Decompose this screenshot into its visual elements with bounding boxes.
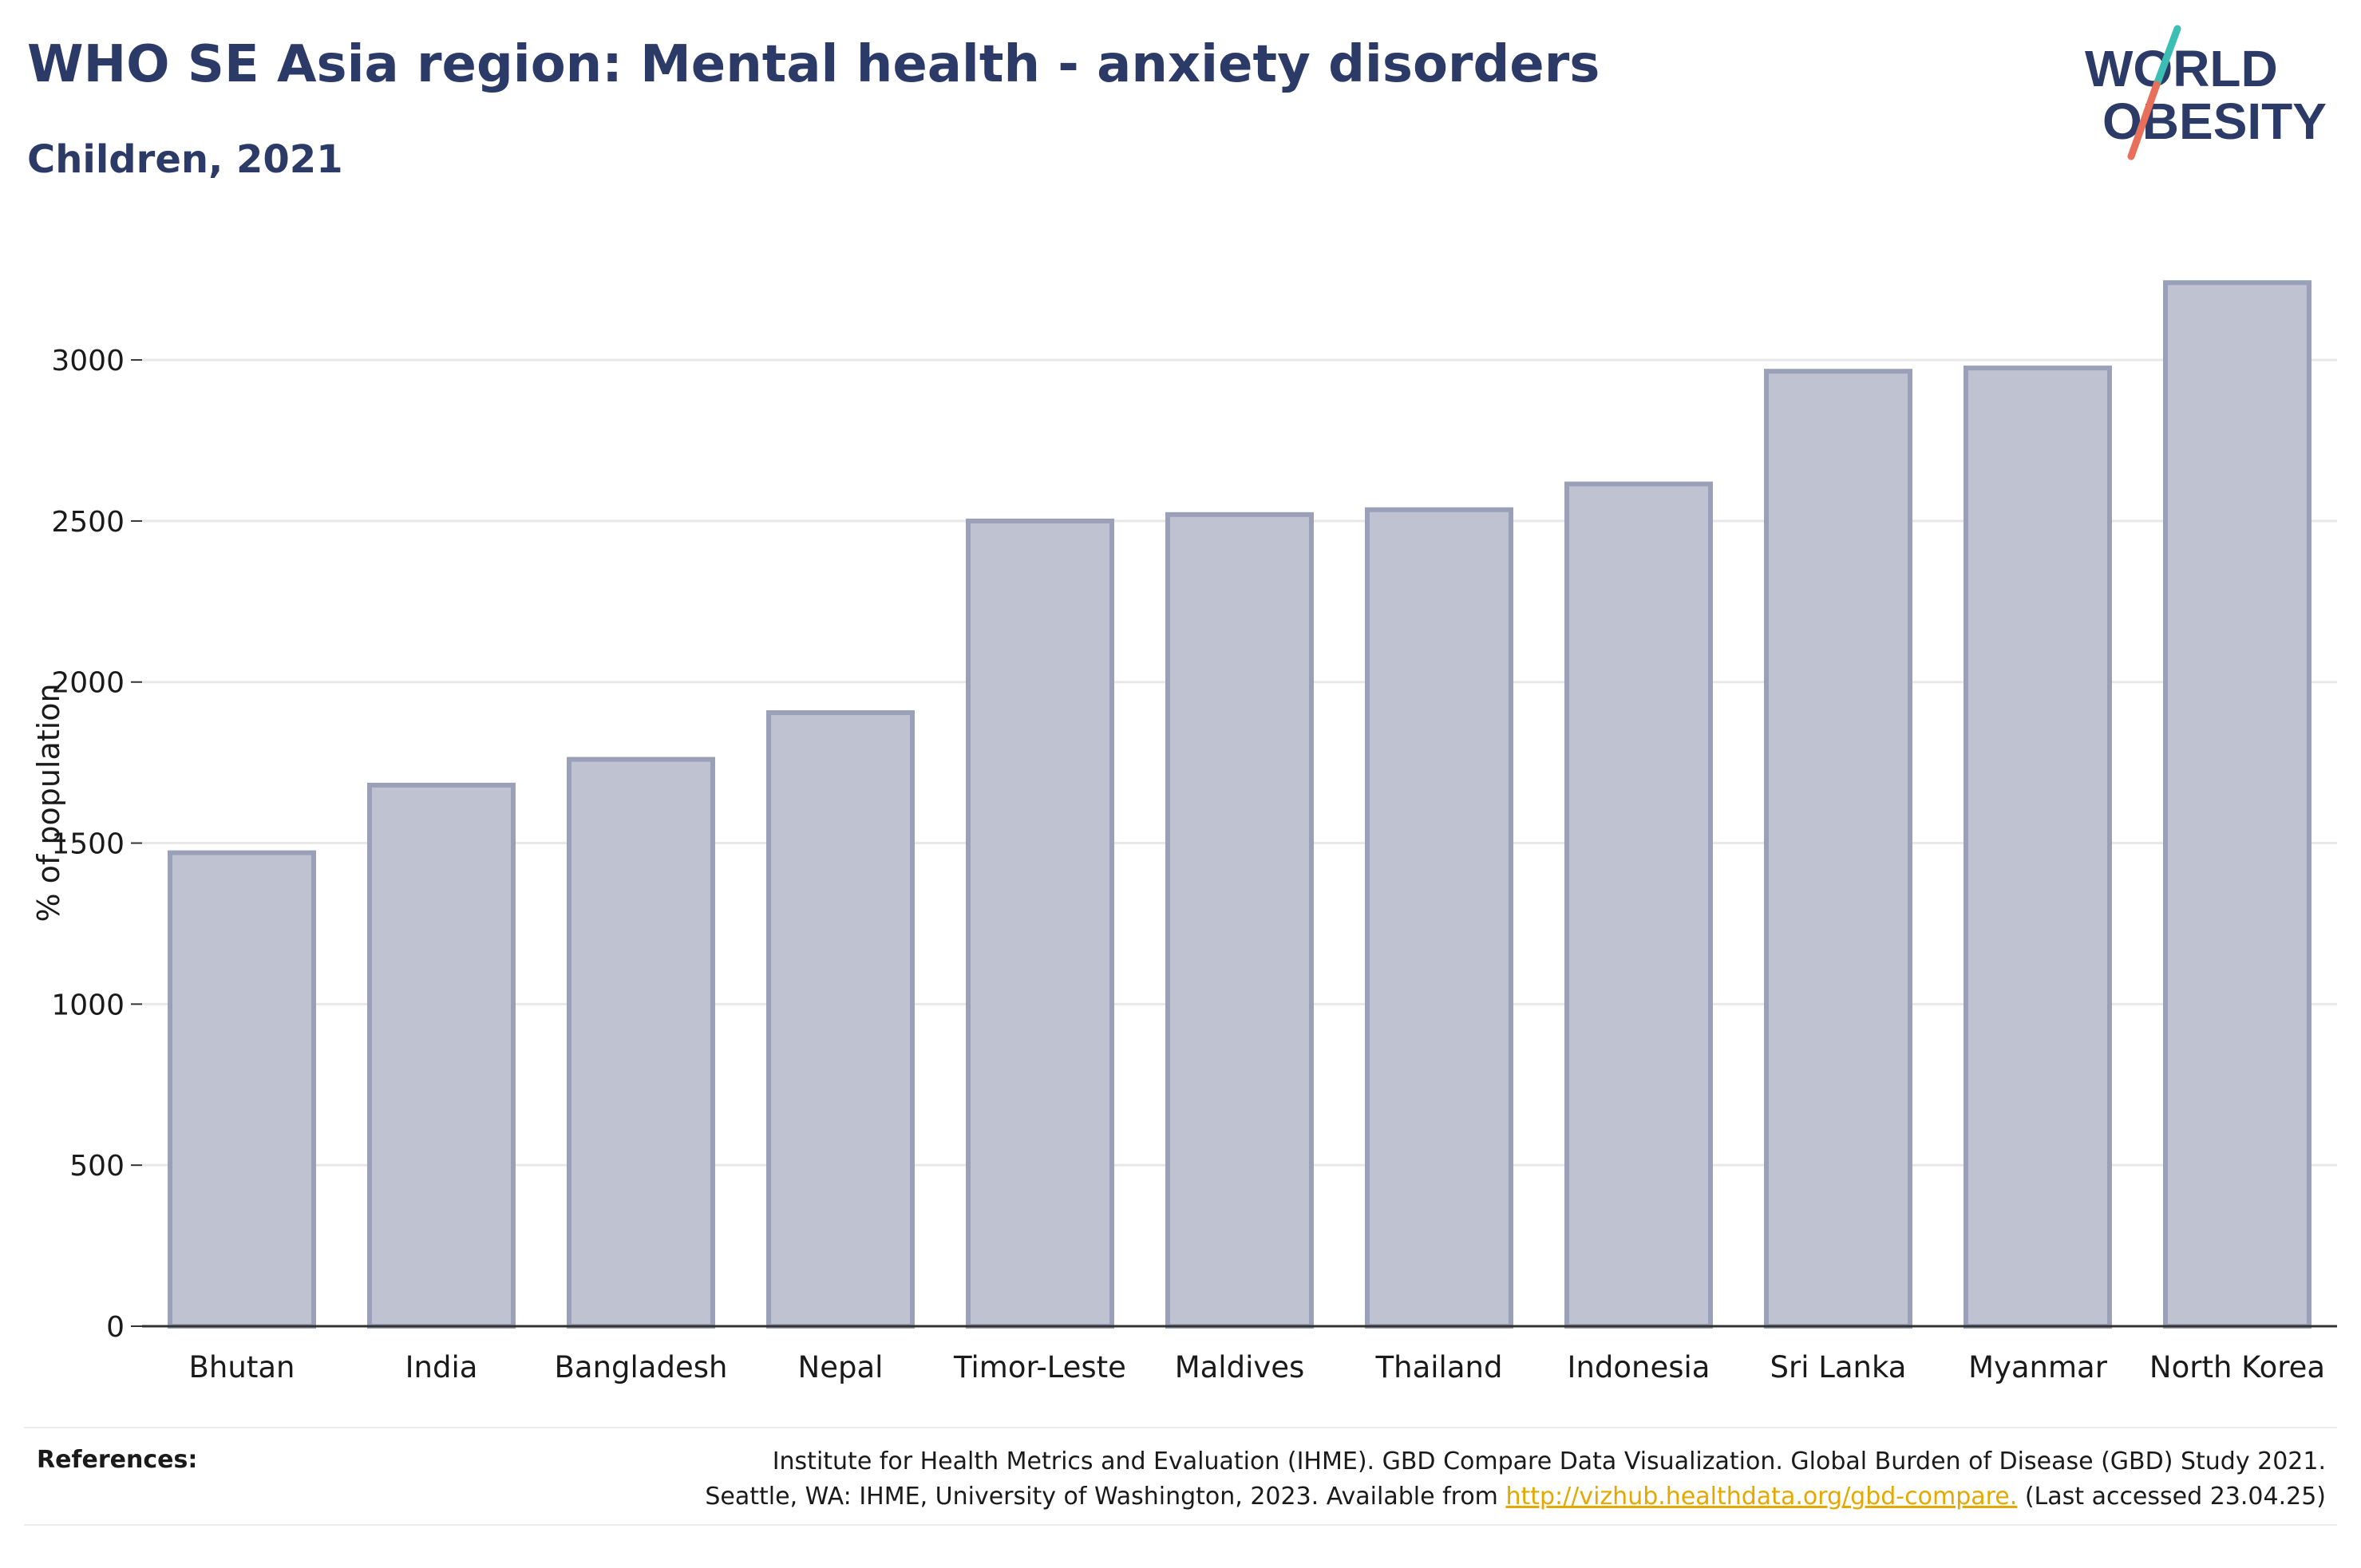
bar-timor-leste [966,518,1114,1329]
footer-divider-top [24,1427,2337,1428]
logo-slash-teal [2153,25,2181,89]
bar-india [367,782,516,1329]
reference-link[interactable]: http://vizhub.healthdata.org/gbd-compare… [1505,1483,2018,1511]
y-tick-label: 500 [69,1150,125,1183]
reference-line-1: Institute for Health Metrics and Evaluat… [772,1448,2326,1475]
chart-title: WHO SE Asia region: Mental health - anxi… [27,35,1600,94]
y-tick-label: 3000 [51,345,125,377]
bar-maldives [1165,511,1314,1329]
y-tick-label: 2000 [51,667,125,700]
x-tick-label: India [405,1350,478,1384]
reference-line-2-suffix: (Last accessed 23.04.25) [2017,1483,2326,1511]
x-tick-label: Sri Lanka [1770,1350,1907,1384]
x-tick-label: Myanmar [1968,1350,2108,1384]
footer-divider-bottom [24,1524,2337,1526]
bar-thailand [1365,507,1513,1329]
y-tick-label: 2500 [51,506,125,539]
bar-north-korea [2163,280,2312,1329]
logo-text-world: WORLD [2085,40,2278,97]
bar-indonesia [1564,481,1713,1329]
y-tick-label: 1000 [51,989,125,1021]
x-tick-label: Indonesia [1568,1350,1710,1384]
logo-slash-coral [2127,81,2161,160]
bar-bangladesh [567,756,715,1329]
world-obesity-logo: WORLD OBESITY [2085,25,2327,160]
bar-myanmar [1964,365,2112,1329]
bar-sri-lanka [1764,369,1912,1329]
x-tick-label: Bangladesh [555,1350,728,1384]
references-text: Institute for Health Metrics and Evaluat… [705,1444,2326,1515]
bar-nepal [766,710,915,1329]
y-tick-label: 0 [106,1311,125,1344]
chart-subtitle: Children, 2021 [27,137,343,182]
references-label: References: [37,1446,198,1474]
reference-line-2-prefix: Seattle, WA: IHME, University of Washing… [705,1483,1506,1511]
x-tick-label: Bhutan [189,1350,295,1384]
x-tick-label: Maldives [1175,1350,1305,1384]
reference-line-2: Seattle, WA: IHME, University of Washing… [705,1479,2326,1515]
y-tick-label: 1500 [51,828,125,861]
x-tick-label: North Korea [2149,1350,2325,1384]
bar-bhutan [168,850,316,1329]
x-tick-label: Nepal [798,1350,884,1384]
x-tick-label: Timor-Leste [953,1350,1126,1384]
x-tick-label: Thailand [1375,1350,1503,1384]
y-axis-label: % of population [31,683,66,922]
